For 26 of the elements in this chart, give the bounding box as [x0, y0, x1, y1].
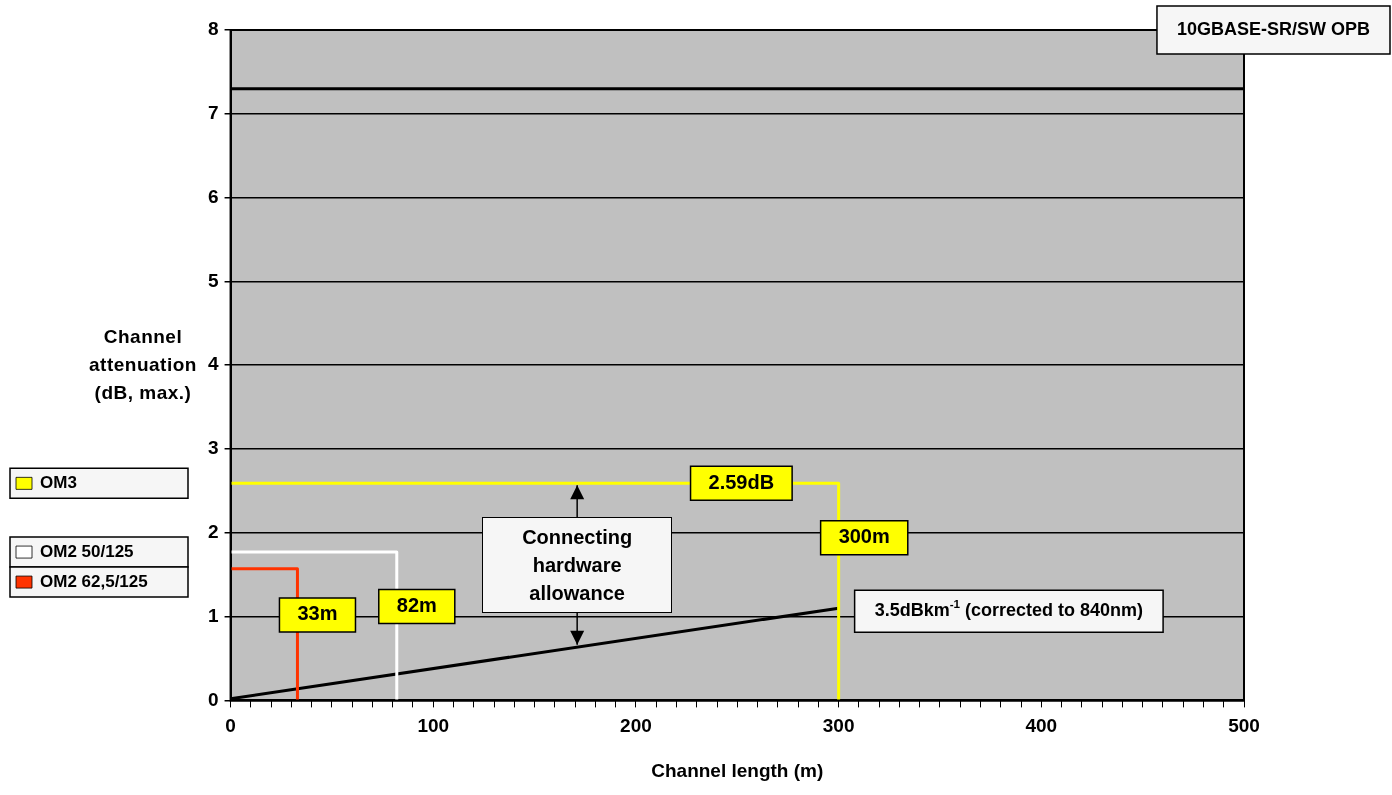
- y-tick-label: 8: [207, 18, 219, 40]
- y-tick-label: 6: [207, 185, 219, 207]
- y-tick-label: 5: [207, 269, 219, 291]
- y-tick-label: 3: [207, 437, 219, 459]
- x-tick-label: 300: [822, 715, 855, 737]
- annotation: 82m: [396, 594, 437, 617]
- y-axis-title: Channel attenuation (dB, max.): [89, 326, 197, 404]
- y-tick-label: 1: [207, 604, 219, 626]
- x-tick-label: 500: [1228, 715, 1260, 737]
- legend-label: OM2 62,5/125: [40, 571, 148, 591]
- annotation: 300m: [838, 525, 890, 548]
- x-tick-label: 100: [417, 715, 450, 737]
- x-tick-label: 200: [620, 715, 652, 737]
- annotation: 2.59dB: [708, 470, 775, 493]
- x-axis-title: Channel length (m): [651, 759, 824, 781]
- legend-label: OM3: [40, 473, 77, 493]
- annotation: 33m: [297, 602, 338, 625]
- x-tick-label: 400: [1025, 715, 1058, 737]
- y-tick-label: 4: [207, 353, 219, 375]
- legend-label: OM2 50/125: [40, 541, 134, 561]
- callout-box: Connecting hardware allowance: [482, 517, 673, 614]
- text: 10GBASE-SR/SW OPB: [1176, 18, 1371, 39]
- y-tick-label: 2: [207, 521, 219, 543]
- y-tick-label: 0: [207, 688, 219, 710]
- y-tick-label: 7: [207, 102, 219, 124]
- x-tick-label: 0: [225, 715, 236, 737]
